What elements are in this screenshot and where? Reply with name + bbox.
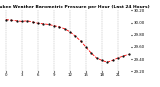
Title: Milwaukee Weather Barometric Pressure per Hour (Last 24 Hours): Milwaukee Weather Barometric Pressure pe… (0, 5, 149, 9)
